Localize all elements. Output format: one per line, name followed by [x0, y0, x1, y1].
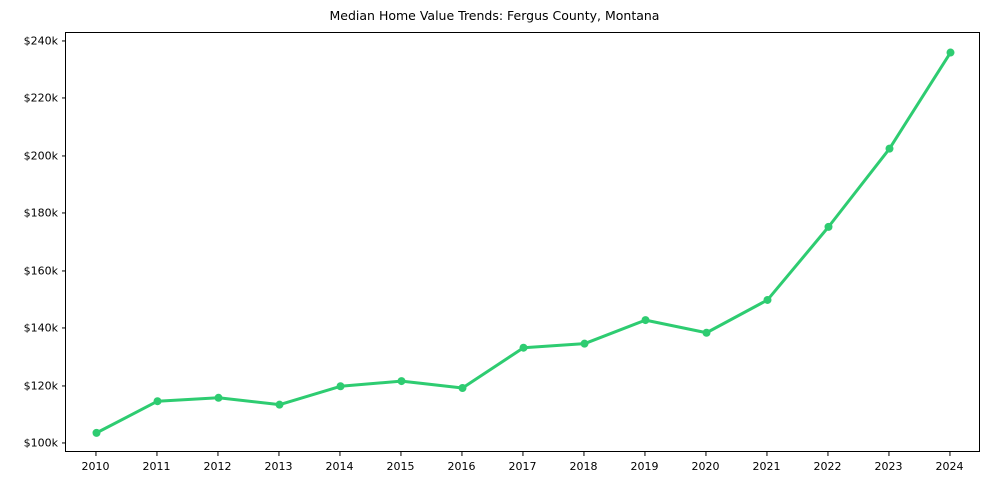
data-point-marker [580, 339, 589, 348]
x-axis-tick-label: 2023 [874, 460, 903, 473]
data-point-marker [153, 397, 162, 406]
x-axis-tick-mark [704, 452, 707, 456]
data-point-marker [702, 328, 711, 337]
y-axis-tick-label: $120k [23, 379, 58, 393]
x-axis-tick-mark [521, 452, 524, 456]
data-point-marker [946, 48, 955, 57]
x-axis-tick-label: 2024 [935, 460, 964, 473]
x-axis-tick-label: 2017 [508, 460, 537, 473]
data-point-marker [336, 382, 345, 391]
x-axis-tick-label: 2018 [569, 460, 598, 473]
x-axis-tick-label: 2014 [325, 460, 354, 473]
x-axis-tick-label: 2010 [81, 460, 110, 473]
y-axis-tick-mark [61, 270, 65, 272]
data-point-marker [397, 377, 406, 386]
y-axis-tick-mark [61, 212, 65, 214]
y-axis-tick-mark [61, 40, 65, 42]
x-axis-tick-mark [94, 452, 97, 456]
x-axis-tick-mark [277, 452, 280, 456]
data-point-marker [641, 316, 650, 325]
series-line-median-home-value [95, 51, 952, 435]
x-axis-tick-label: 2013 [264, 460, 293, 473]
data-point-marker [275, 400, 284, 409]
data-point-marker [763, 295, 772, 304]
y-axis-tick-label: $160k [23, 264, 58, 278]
data-point-marker [92, 428, 101, 437]
data-point-marker [458, 383, 467, 392]
y-axis-tick-label: $180k [23, 206, 58, 220]
x-axis-tick-label: 2015 [386, 460, 415, 473]
y-axis-tick-label: $220k [23, 91, 58, 105]
data-point-marker [519, 343, 528, 352]
y-axis-tick-mark [61, 97, 65, 99]
x-axis-tick-mark [338, 452, 341, 456]
x-axis-tick-mark [155, 452, 158, 456]
x-axis-tick-label: 2019 [630, 460, 659, 473]
x-axis-tick-label: 2012 [203, 460, 232, 473]
series-markers [92, 48, 955, 437]
y-axis-tick-label: $140k [23, 321, 58, 335]
y-axis-tick-mark [61, 442, 65, 444]
x-axis-tick-mark [399, 452, 402, 456]
x-axis-tick-label: 2020 [691, 460, 720, 473]
chart-title: Median Home Value Trends: Fergus County,… [329, 8, 660, 23]
x-axis-tick-label: 2011 [142, 460, 171, 473]
x-axis-tick-mark [765, 452, 768, 456]
x-axis-tick-mark [887, 452, 890, 456]
x-axis-tick-mark [643, 452, 646, 456]
y-axis-tick-label: $100k [23, 436, 58, 450]
y-axis-tick-label: $200k [23, 149, 58, 163]
x-axis-tick-label: 2021 [752, 460, 781, 473]
x-axis-tick-label: 2016 [447, 460, 476, 473]
y-axis-tick-mark [61, 327, 65, 329]
x-axis-tick-mark [460, 452, 463, 456]
x-axis-tick-mark [826, 452, 829, 456]
x-axis-tick-label: 2022 [813, 460, 842, 473]
line-series-svg [92, 48, 955, 437]
data-point-marker [824, 222, 833, 231]
y-axis-tick-label: $240k [23, 34, 58, 48]
plot-area [65, 32, 980, 452]
data-point-marker [214, 393, 223, 402]
y-axis-tick-mark [61, 385, 65, 387]
x-axis-tick-mark [582, 452, 585, 456]
x-axis-tick-mark [216, 452, 219, 456]
x-axis-tick-mark [948, 452, 951, 456]
y-axis-tick-mark [61, 155, 65, 157]
data-point-marker [885, 144, 894, 153]
